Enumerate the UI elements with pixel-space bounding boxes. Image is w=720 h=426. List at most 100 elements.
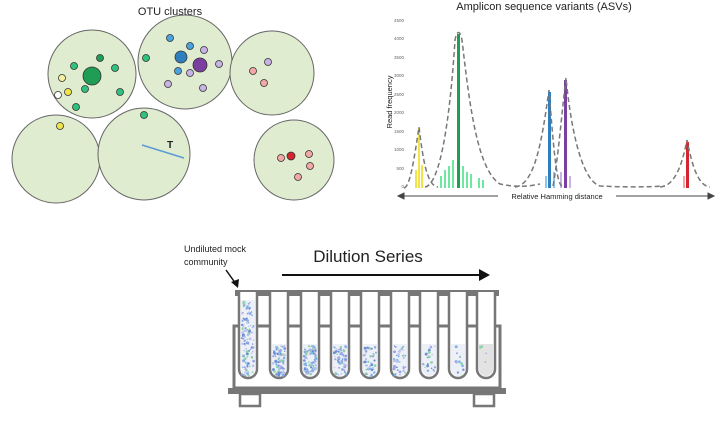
tube-particle — [333, 346, 336, 349]
tube-particle — [366, 346, 369, 349]
tube-particle — [309, 370, 312, 373]
tube-particle — [373, 346, 377, 349]
tube-particle — [247, 374, 250, 377]
tube-particle — [399, 374, 401, 376]
tube-particle — [334, 358, 337, 361]
asv-bars-purple — [560, 80, 571, 188]
otu-point — [305, 150, 313, 158]
asv-ytick: 2500 — [394, 92, 405, 97]
tube-particle — [242, 311, 244, 314]
tube-particle — [246, 322, 248, 324]
tube-particle — [252, 359, 256, 363]
otu-cluster-4-points — [56, 122, 64, 130]
asv-curve — [424, 31, 541, 188]
otu-point — [294, 173, 302, 181]
tube-particle — [241, 327, 244, 329]
tube-particle — [250, 337, 252, 340]
tube-particle — [249, 302, 251, 304]
tube-particle — [276, 348, 280, 351]
asv-bar — [462, 166, 464, 188]
asv-bar — [452, 160, 454, 188]
tube-particle — [393, 345, 396, 347]
asv-ytick: 500 — [396, 166, 404, 171]
tube-particle — [343, 369, 345, 371]
otu-point — [200, 46, 208, 54]
tube-particle — [243, 366, 246, 369]
tube-particle — [373, 372, 375, 374]
asv-ytick: 4500 — [394, 18, 405, 23]
tube-particle — [398, 370, 402, 374]
tube-particle — [284, 350, 286, 352]
asv-panel: Amplicon sequence variants (ASVs) 4500 4… — [385, 1, 716, 202]
tube-particle — [368, 347, 372, 350]
tube-particle — [340, 372, 343, 375]
asv-bar — [569, 176, 571, 188]
asv-bar — [553, 172, 555, 188]
tube-particle — [314, 354, 317, 358]
tube-particle — [250, 352, 253, 355]
tube-particle — [338, 348, 340, 351]
tube-particle — [252, 339, 255, 341]
tube-particle — [372, 353, 374, 355]
tube-particle — [367, 367, 370, 369]
tube-particle — [279, 349, 281, 351]
tube-particle — [336, 359, 339, 362]
undiluted-label-line2: community — [184, 257, 228, 267]
tube-particle — [371, 355, 375, 358]
tube-particle — [281, 371, 285, 375]
dilution-arrowhead — [479, 269, 490, 281]
otu-point — [174, 67, 182, 75]
tube-particle — [242, 354, 245, 357]
tube-particle — [283, 368, 286, 370]
tube-particle — [372, 366, 374, 369]
tube-particle — [243, 318, 247, 321]
tube-particle — [395, 359, 398, 363]
tube-particle — [284, 345, 286, 347]
tube-particle — [484, 361, 487, 363]
tube-particle — [305, 373, 308, 376]
tube-particle — [303, 370, 306, 372]
tube-particle — [247, 311, 251, 314]
tube-particle — [396, 369, 399, 372]
otu-point — [58, 74, 66, 82]
tube-particle — [246, 342, 248, 344]
tube-particle — [242, 366, 244, 368]
tube-particle — [310, 366, 313, 369]
tube-particle — [281, 373, 283, 375]
asv-bar — [686, 142, 689, 188]
asv-bar — [418, 128, 420, 188]
tube-particle — [480, 345, 484, 348]
tube-particle — [277, 364, 280, 367]
tube-particle — [244, 336, 246, 338]
tube-particle — [314, 369, 316, 371]
tube-particle — [370, 363, 374, 367]
tube-particle — [426, 369, 429, 371]
tube-particle — [243, 323, 245, 326]
tube-particle — [311, 347, 314, 350]
tube-particle — [315, 359, 317, 361]
tube-particle — [251, 350, 254, 353]
otu-point — [186, 69, 194, 77]
tube-particle — [277, 372, 280, 375]
asv-ytick: 4000 — [394, 36, 405, 41]
tube-particle — [312, 345, 315, 348]
tube-particle — [251, 371, 254, 374]
tube-particle — [343, 365, 347, 369]
asv-ytick: 0 — [401, 184, 404, 189]
otu-point — [70, 62, 78, 70]
tube-particle — [282, 373, 285, 376]
tube-particle — [283, 347, 287, 350]
tube-particle — [241, 331, 244, 334]
otu-cluster — [253, 119, 335, 201]
tube-particle — [402, 367, 405, 370]
tube-particle — [247, 325, 250, 328]
tube-particle — [341, 348, 343, 350]
tube-particle — [424, 352, 428, 356]
tube-particle — [243, 357, 247, 361]
tube-particle — [241, 320, 244, 322]
asv-ytick: 1000 — [394, 147, 405, 152]
undiluted-pointer-arrowhead — [231, 279, 239, 288]
tube-particle — [311, 367, 314, 370]
tube-particle — [340, 351, 343, 355]
tube-particle — [343, 356, 345, 358]
